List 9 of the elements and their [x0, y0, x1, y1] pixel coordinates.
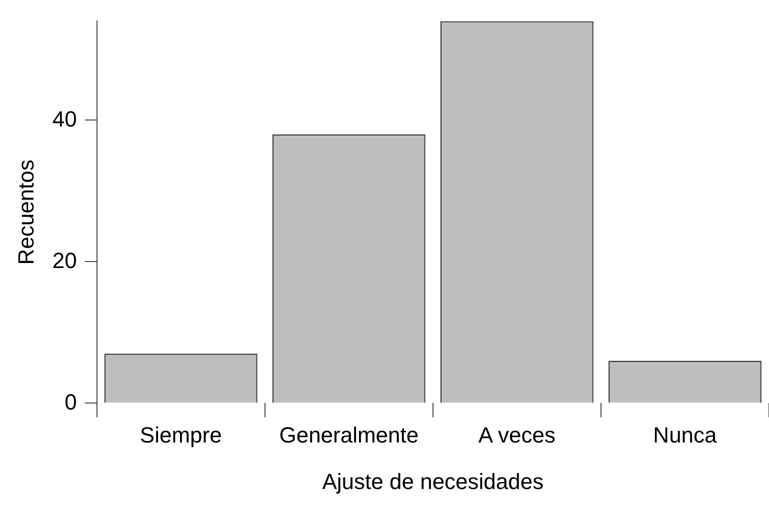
x-tick-label: A veces [478, 422, 556, 448]
y-tick-label: 0 [64, 389, 77, 414]
y-axis-title: Recuentos [13, 160, 38, 265]
y-tick-label: 40 [52, 106, 77, 132]
x-tick-label: Siempre [140, 422, 222, 448]
y-tick-label: 20 [52, 248, 77, 273]
x-axis-title: Ajuste de necesidades [322, 468, 544, 494]
x-tick-label: Nunca [653, 422, 718, 448]
x-tick-label: Generalmente [279, 422, 419, 448]
